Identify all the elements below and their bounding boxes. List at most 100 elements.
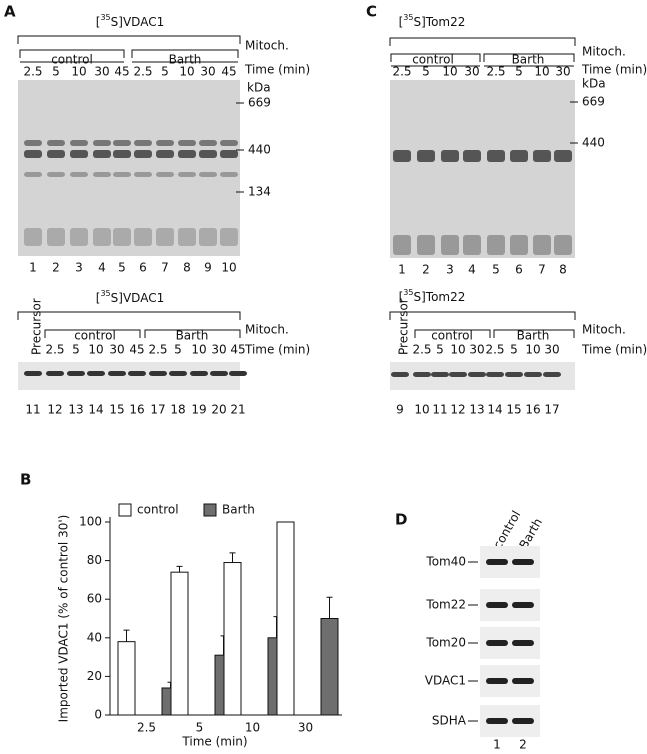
lane-number: 5 [118,261,126,275]
gel-band [463,150,481,162]
mitoch-label: Mitoch. [245,39,289,53]
lane-number: 1 [493,738,501,752]
gel-band [220,150,238,158]
y-tick-label: 20 [87,669,102,683]
bar [320,618,339,716]
time-label: Time (min) [244,343,310,357]
lane-number: 8 [183,261,191,275]
time-value: 2.5 [133,65,152,79]
blot-band [512,602,534,608]
lane-number: 15 [506,403,521,417]
bracket [131,49,239,58]
lane-number: 6 [139,261,147,275]
time-value: 45 [129,343,144,357]
gel-band [24,371,42,376]
lane-number: 14 [487,403,502,417]
gel-band [93,172,111,177]
gel-band [486,372,504,377]
lane-number: 14 [88,403,103,417]
time-value: 5 [161,65,169,79]
isotope: 35 [100,289,110,298]
gel-band [24,140,42,146]
lane-number: 1 [398,263,406,277]
lane-number: 12 [450,403,465,417]
title-part: S]VDAC1 [111,15,165,29]
gel-band [134,172,152,177]
gel-band [178,140,196,146]
time-value: 5 [174,343,182,357]
kda-label: kDa [582,77,606,91]
gel-band [67,371,85,376]
panel-letter: B [20,471,31,489]
time-value: 2.5 [392,65,411,79]
precursor-label: Precursor [30,298,44,355]
legend-label: control [137,503,179,517]
gel-band [417,150,435,162]
time-value: 5 [422,65,430,79]
gel-band [93,150,111,158]
gel-band [169,371,187,376]
gel-band [87,371,105,376]
time-value: 30 [544,343,559,357]
gel-band [134,228,152,246]
title-part: S]VDAC1 [111,291,165,305]
gel-band [70,228,88,246]
row-label: SDHA [432,714,467,728]
lane-number: 17 [150,403,165,417]
gel-band [113,228,131,246]
gel-band [229,371,247,376]
lane-number: 16 [525,403,540,417]
legend-swatch [203,503,217,517]
blot-band [486,718,508,724]
lane-number: 9 [396,403,404,417]
lane-number: 2 [52,261,60,275]
time-value: 10 [525,343,540,357]
gel-band [510,235,528,255]
gel-band [24,150,42,158]
gel-band [24,228,42,246]
gel-band [554,235,572,255]
lane-number: 16 [129,403,144,417]
gel-band [487,150,505,162]
title-part: [ [399,15,404,29]
mitoch-label: Mitoch. [582,323,626,337]
row-label: Tom22 [425,598,466,612]
marker-label: 669 [582,95,605,109]
blot-band [486,678,508,684]
gel-band [156,228,174,246]
gel-band [449,372,467,377]
lane-number: 2 [422,263,430,277]
error-bar [123,629,130,642]
gel-band [220,140,238,146]
row-label: Tom20 [425,636,466,650]
gel-band [47,140,65,146]
lane-number: 7 [161,261,169,275]
lane-number: 9 [204,261,212,275]
time-value: 5 [510,343,518,357]
lane-number: 21 [230,403,245,417]
lane-number: 11 [25,403,40,417]
gel-title: [35S]VDAC1 [96,289,164,305]
row-label: VDAC1 [425,674,466,688]
bracket [389,37,576,46]
gel-band [468,372,486,377]
time-value: 2.5 [148,343,167,357]
gel-band [417,235,435,255]
time-value: 30 [109,343,124,357]
mitoch-label: Mitoch. [245,323,289,337]
blot-band [486,640,508,646]
x-tick-label: 30 [298,721,313,735]
group-label: control [431,329,473,343]
y-tick-label: 0 [94,708,102,722]
lane-number: 7 [538,263,546,277]
bracket [389,311,576,320]
lane-number: 8 [559,263,567,277]
blot-band [512,559,534,565]
time-value: 10 [534,65,549,79]
y-tick-label: 80 [87,553,102,567]
isotope: 35 [403,288,413,297]
panel-letter: A [4,3,16,21]
time-value: 10 [71,65,86,79]
lane-number: 10 [414,403,429,417]
bracket [44,329,141,338]
